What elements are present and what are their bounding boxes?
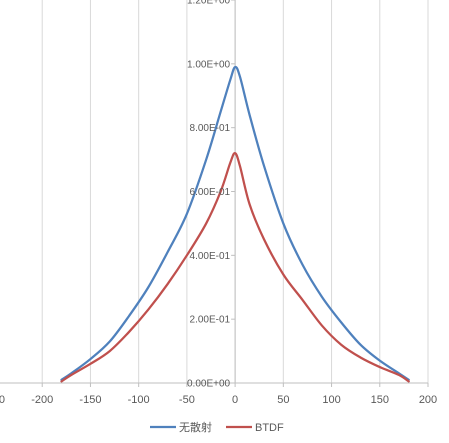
y-tick-label-3: 6.00E-01 [190,187,231,198]
series-line-1 [60,152,410,383]
y-tick-label-1: 2.00E-01 [190,315,231,326]
y-tick-label-0: 0.00E+00 [187,379,231,390]
y-tick-label-2: 4.00E-01 [190,251,231,262]
x-tick-label-0: -250 [0,394,5,406]
x-tick-label-6: 50 [277,394,289,406]
y-tick-label-5: 1.00E+00 [187,59,231,70]
x-tick-label-5: 0 [232,394,238,406]
x-tick-label-8: 150 [371,394,389,406]
legend-label-0: 无散射 [179,420,212,434]
x-tick-label-9: 200 [419,394,437,406]
legend-label-1: BTDF [255,422,284,434]
series-lines [60,65,410,383]
series-line-0 [60,65,410,381]
y-tick-label-4: 8.00E-01 [190,123,231,134]
tick-labels: 0.00E+00 2.00E-01 4.00E-01 6.00E-01 8.00E-01… [0,0,437,406]
x-tick-label-7: 100 [322,394,340,406]
x-tick-label-1: -200 [31,394,53,406]
legend-item-0[interactable]: 无散射 [150,420,212,434]
legend-item-1[interactable]: BTDF [226,422,284,434]
axes [0,0,429,387]
x-tick-label-2: -150 [79,394,101,406]
legend[interactable]: 无散射 BTDF [150,420,284,434]
x-tick-label-4: -50 [179,394,195,406]
x-tick-label-3: -100 [128,394,150,406]
y-tick-label-6: 1.20E+00 [187,0,231,7]
